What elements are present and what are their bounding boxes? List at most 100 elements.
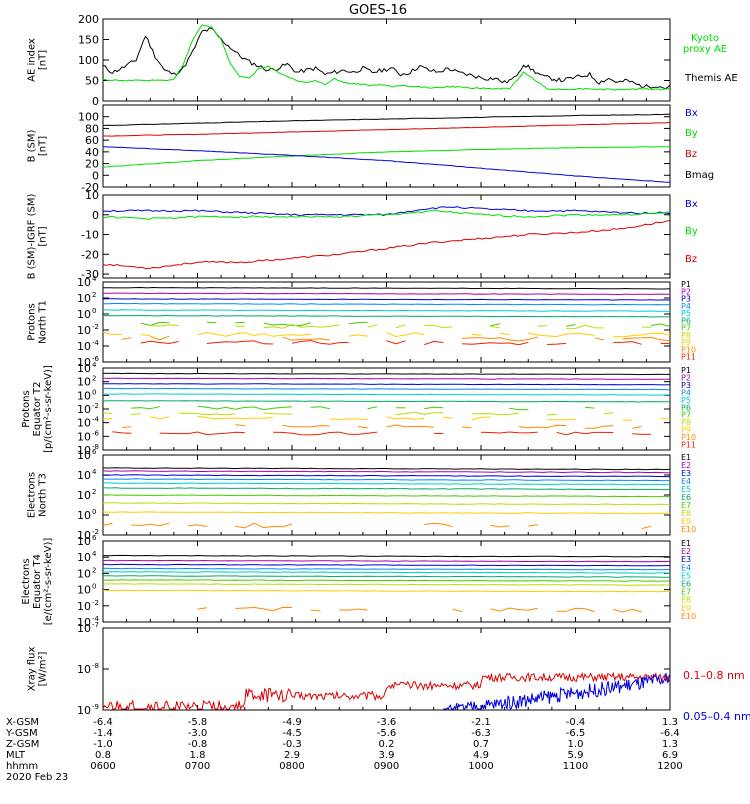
ephemeris-row-label: hhmm xyxy=(6,761,38,772)
panel-frame-1 xyxy=(103,105,670,187)
channel-trace-p10 xyxy=(150,336,169,340)
channel-trace-p10 xyxy=(462,427,472,428)
channel-trace-e7 xyxy=(103,495,670,497)
ephemeris-value: 2.9 xyxy=(284,750,300,761)
channel-trace-p3 xyxy=(103,384,670,385)
y-tick-exponent: 4 xyxy=(92,468,97,476)
ephemeris-value: 0900 xyxy=(374,761,399,772)
y-tick-exponent: -8 xyxy=(92,662,99,670)
y-tick-exponent: 0 xyxy=(92,388,96,396)
y-tick-label: 10 xyxy=(77,430,91,443)
y-tick-exponent: 2 xyxy=(92,566,96,574)
ephemeris-value: 1.8 xyxy=(190,750,206,761)
legend-bsm-bmag: Bmag xyxy=(685,170,714,181)
ephemeris-value: 5.9 xyxy=(568,750,584,761)
channel-trace-p10 xyxy=(462,337,538,341)
legend-kyoto-proxy-ae: proxy AE xyxy=(683,44,727,55)
channel-trace-e3 xyxy=(103,564,670,566)
channel-trace-p10 xyxy=(632,427,641,429)
ephemeris-value: -3.6 xyxy=(377,717,397,728)
channel-trace-p7 xyxy=(349,322,368,324)
ephemeris-value: -6.5 xyxy=(566,728,586,739)
channel-trace-p8 xyxy=(103,413,112,414)
channel-trace-e2 xyxy=(103,560,670,562)
y-tick-exponent: -4 xyxy=(92,416,100,424)
channel-trace-p8 xyxy=(131,414,141,415)
bsm-series-bz xyxy=(103,122,670,136)
channel-trace-p11 xyxy=(141,341,179,343)
y-tick-label: 10 xyxy=(77,584,91,597)
channel-trace-p11 xyxy=(292,341,349,345)
channel-trace-e5 xyxy=(103,483,670,485)
y-tick-label: 10 xyxy=(77,276,91,289)
channel-trace-p2 xyxy=(103,378,670,379)
bsm-series-by xyxy=(103,147,670,167)
channel-trace-p8 xyxy=(490,326,500,328)
channel-trace-p2 xyxy=(103,293,670,294)
ephemeris-value: 1.0 xyxy=(568,739,584,750)
panel-frame-2 xyxy=(103,195,670,278)
ephemeris-value: 6.9 xyxy=(662,750,678,761)
channel-trace-p9 xyxy=(500,333,510,335)
channel-trace-p7 xyxy=(585,407,594,408)
y-tick-label: 10 xyxy=(77,704,91,717)
channel-trace-e4 xyxy=(103,479,670,481)
channel-trace-p11 xyxy=(557,432,614,435)
channel-trace-p7 xyxy=(235,322,245,323)
channel-trace-p1 xyxy=(103,288,670,290)
channel-trace-p1 xyxy=(103,373,670,374)
channel-trace-p9 xyxy=(198,416,274,419)
channel-trace-e10 xyxy=(311,610,321,611)
channel-trace-p7 xyxy=(198,406,293,409)
channel-trace-e9 xyxy=(103,590,670,592)
y-tick-exponent: 0 xyxy=(92,583,96,591)
channel-trace-e10 xyxy=(235,607,292,611)
y-tick-label: 200 xyxy=(78,13,99,26)
ephemeris-value: 0.8 xyxy=(95,750,111,761)
y-tick-label: 10 xyxy=(77,389,91,402)
y-tick-label: 150 xyxy=(78,34,99,47)
ephemeris-row-label: Y-GSM xyxy=(5,728,38,739)
xray-trace-short xyxy=(443,673,670,709)
y-tick-label: 10 xyxy=(77,489,91,502)
y-tick-exponent: 2 xyxy=(92,488,96,496)
ephemeris-row-label: MLT xyxy=(6,750,26,761)
ephemeris-value: 0800 xyxy=(279,761,304,772)
channel-trace-p10 xyxy=(235,425,245,426)
channel-trace-p7 xyxy=(424,407,443,409)
channel-trace-e4 xyxy=(103,568,670,570)
channel-trace-p9 xyxy=(472,417,491,420)
channel-trace-p11 xyxy=(632,434,651,435)
y-tick-label: 100 xyxy=(78,54,99,67)
channel-trace-p11 xyxy=(424,341,443,344)
y-tick-label: -10 xyxy=(81,229,99,242)
panel-frame-4 xyxy=(103,368,670,450)
channel-trace-e10 xyxy=(490,525,509,527)
channel-trace-p7 xyxy=(566,325,575,327)
channel-trace-p8 xyxy=(424,325,452,328)
legend-channel-e10: E10 xyxy=(681,612,696,621)
y-tick-label: 0 xyxy=(92,209,99,222)
y-tick-exponent: -9 xyxy=(92,703,99,711)
channel-trace-p10 xyxy=(283,425,330,427)
channel-trace-p11 xyxy=(547,343,566,344)
channel-trace-e10 xyxy=(235,523,292,528)
channel-trace-e10 xyxy=(490,608,537,611)
y-axis-label: Equator T4 xyxy=(32,554,43,609)
channel-trace-p9 xyxy=(613,333,670,336)
y-axis-label: [nT] xyxy=(38,136,49,156)
y-axis-label: Xray flux xyxy=(27,647,38,692)
channel-trace-e6 xyxy=(103,488,670,490)
legend-xray-long: 0.1–0.8 nm xyxy=(683,669,745,682)
y-tick-label: 10 xyxy=(77,622,91,635)
y-tick-label: 10 xyxy=(85,189,99,202)
legend-kyoto-proxy-ae: Kyoto xyxy=(691,33,719,44)
y-axis-label: Electrons xyxy=(21,558,32,604)
channel-trace-p7 xyxy=(311,407,330,409)
channel-trace-p8 xyxy=(396,325,406,328)
y-tick-label: 10 xyxy=(77,308,91,321)
ephemeris-value: 1000 xyxy=(468,761,493,772)
y-tick-label: 10 xyxy=(77,449,91,462)
ephemeris-row-label: X-GSM xyxy=(6,717,39,728)
ephemeris-value: 1.3 xyxy=(662,717,678,728)
